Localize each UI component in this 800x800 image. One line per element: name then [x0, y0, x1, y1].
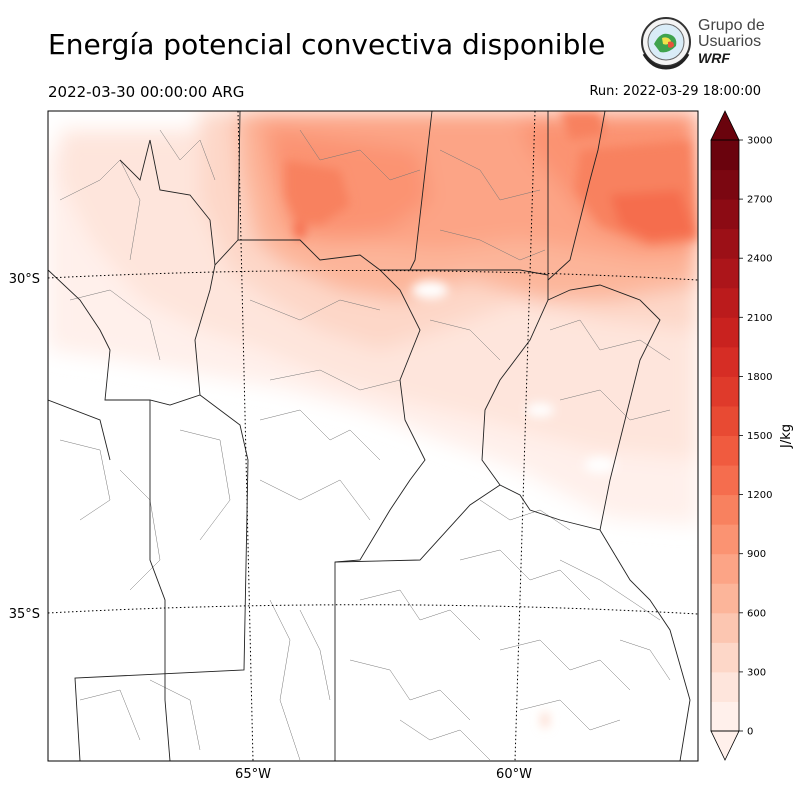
- lon-label-60w: 60°W: [496, 767, 532, 782]
- colorbar-tick-label: 3000: [747, 136, 772, 147]
- colorbar-bin: [711, 140, 739, 171]
- logo-emblem-icon: [641, 17, 691, 70]
- colorbar-tick-label: 1500: [747, 431, 772, 442]
- colorbar-bin: [711, 642, 739, 673]
- lat-label-35s: 35°S: [9, 607, 40, 622]
- lon-label-65w: 65°W: [235, 767, 271, 782]
- colorbar-tick-label: 900: [747, 549, 766, 560]
- colorbar-bin: [711, 701, 739, 732]
- colorbar-bin: [711, 317, 739, 348]
- colorbar-tick-label: 2700: [747, 195, 772, 206]
- colorbar-extend-min: [710, 730, 740, 761]
- colorbar-ticks: 0 300 600 900 1200 1500 1800 2100 2400 2700 3000: [739, 136, 772, 738]
- province-boundaries: [48, 111, 691, 761]
- run-time: Run: 2022-03-29 18:00:00: [589, 84, 761, 99]
- colorbar: 0 300 600 900 1200 1500 1800 2100 2400 2700 3000 J…: [710, 110, 794, 761]
- colorbar-tick-label: 600: [747, 608, 766, 619]
- colorbar-bins: [711, 140, 739, 732]
- cape-field: [48, 111, 698, 761]
- colorbar-bin: [711, 494, 739, 525]
- colorbar-bin: [711, 169, 739, 200]
- colorbar-bin: [711, 258, 739, 289]
- lat-label-30s: 30°S: [9, 272, 40, 287]
- colorbar-bin: [711, 346, 739, 377]
- colorbar-bin: [711, 287, 739, 318]
- colorbar-bin: [711, 465, 739, 496]
- meridian-60w: [514, 111, 536, 761]
- colorbar-bin: [711, 435, 739, 466]
- graticule: [48, 111, 698, 761]
- colorbar-tick-label: 0: [747, 727, 753, 738]
- colorbar-tick-label: 1200: [747, 490, 772, 501]
- colorbar-bin: [711, 524, 739, 555]
- wrf-users-logo: Grupo de Usuarios WRF: [638, 14, 768, 74]
- logo-line-1: Grupo de: [698, 17, 765, 34]
- colorbar-bin: [711, 583, 739, 614]
- colorbar-bin: [711, 405, 739, 436]
- colorbar-tick-label: 2400: [747, 254, 772, 265]
- map-title: Energía potencial convectiva disponible: [48, 28, 606, 61]
- parallel-30s: [48, 269, 698, 281]
- department-boundaries: [59, 129, 671, 761]
- logo-line-3: WRF: [698, 50, 730, 66]
- colorbar-tick-label: 300: [747, 667, 766, 678]
- colorbar-bin: [711, 199, 739, 230]
- colorbar-bin: [711, 671, 739, 702]
- colorbar-unit-label: J/kg: [779, 424, 794, 449]
- meridian-65w: [237, 111, 254, 761]
- colorbar-extend-max: [710, 110, 740, 141]
- colorbar-bin: [711, 228, 739, 259]
- colorbar-bin: [711, 612, 739, 643]
- parallel-35s: [48, 604, 698, 615]
- colorbar-bin: [711, 553, 739, 584]
- colorbar-tick-label: 1800: [747, 372, 772, 383]
- colorbar-tick-label: 2100: [747, 313, 772, 324]
- valid-time: 2022-03-30 00:00:00 ARG: [48, 83, 245, 101]
- boundaries: [48, 111, 691, 761]
- colorbar-bin: [711, 376, 739, 407]
- map-frame: [47, 110, 699, 762]
- logo-line-2: Usuarios: [698, 33, 762, 50]
